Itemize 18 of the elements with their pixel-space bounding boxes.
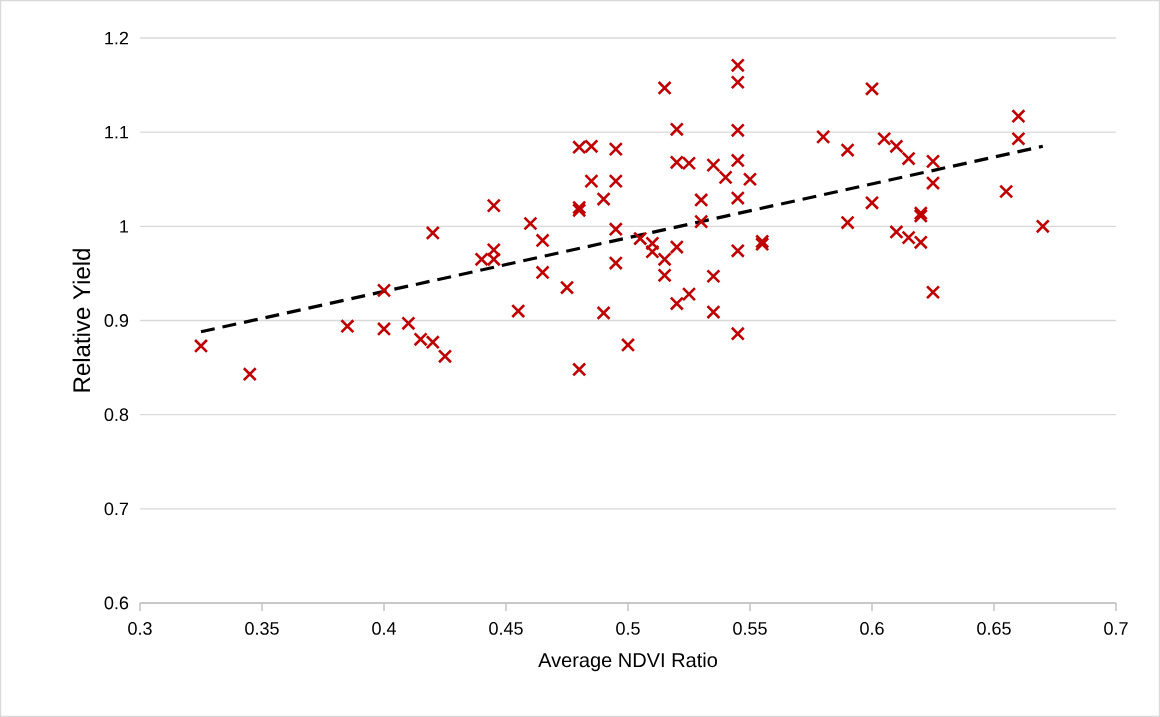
x-tick-label: 0.5 [616, 622, 640, 635]
x-tick-label: 0.65 [977, 622, 1011, 635]
y-tick-label: 0.9 [104, 314, 129, 327]
y-tick-label: 0.8 [104, 408, 129, 422]
y-tick-label: 0.7 [104, 502, 129, 516]
x-tick-label: 0.45 [489, 622, 523, 635]
x-axis-title: Average NDVI Ratio [538, 652, 717, 672]
x-tick-label: 0.35 [245, 622, 279, 635]
x-tick-label: 0.55 [733, 622, 767, 635]
y-tick-label: 0.6 [104, 596, 129, 610]
y-tick-label: 1.2 [105, 31, 129, 45]
x-tick-label: 0.7 [1104, 622, 1128, 635]
y-tick-label: 1 [120, 220, 129, 233]
y-tick-label: 1.1 [105, 125, 129, 139]
x-tick-label: 0.6 [860, 622, 884, 635]
y-axis-title: Relative Yield [72, 249, 91, 392]
x-tick-label: 0.3 [128, 622, 152, 635]
x-tick-label: 0.4 [372, 622, 396, 635]
